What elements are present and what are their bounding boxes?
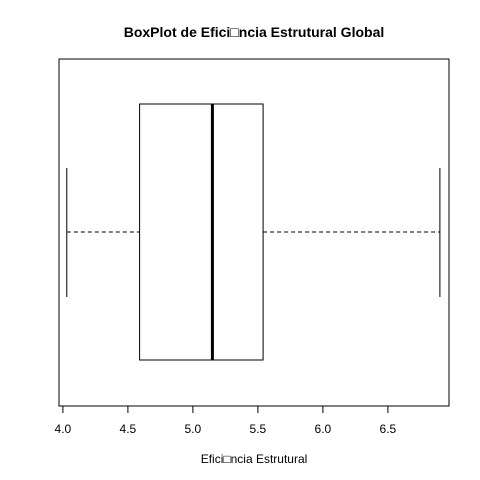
x-tick-label: 4.5 [120,422,137,436]
x-axis: 4.0 4.5 5.0 5.5 6.0 6.5 [55,405,397,436]
x-tick-label: 4.0 [55,422,72,436]
x-tick-label: 6.0 [315,422,332,436]
x-axis-label: Efici□ncia Estrutural [201,452,308,466]
box-iqr [139,103,264,361]
x-tick-label: 5.0 [185,422,202,436]
chart-title: BoxPlot de Efici□ncia Estrutural Global [124,24,385,40]
x-tick-label: 5.5 [250,422,267,436]
boxplot-series [66,103,441,361]
x-tick-label: 6.5 [380,422,397,436]
